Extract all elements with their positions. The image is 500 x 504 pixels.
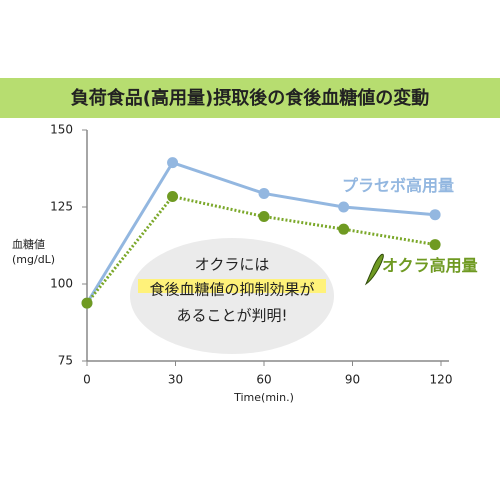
x-axis-label: Time(min.) — [233, 391, 294, 404]
x-tick-label: 90 — [345, 373, 360, 387]
annotation: オクラには — [195, 256, 270, 274]
annotation: 食後血糖値の抑制効果が — [149, 281, 314, 299]
data-point — [258, 187, 270, 199]
x-tick-label: 0 — [83, 373, 91, 387]
okra-icon — [364, 253, 384, 286]
data-point — [429, 239, 441, 251]
data-point — [338, 223, 350, 235]
title-band — [0, 78, 500, 118]
x-tick-label: 30 — [168, 373, 183, 387]
data-point — [429, 209, 441, 221]
data-point — [167, 157, 179, 169]
highlight — [138, 279, 326, 293]
y-tick-label: 150 — [50, 123, 73, 137]
y-axis-label: 血糖値 — [12, 237, 45, 251]
x-tick-label: 60 — [256, 373, 271, 387]
y-axis-label: (mg/dL) — [12, 253, 55, 266]
data-point — [338, 201, 350, 213]
y-tick-label: 75 — [58, 354, 73, 368]
callout-bubble — [130, 238, 334, 354]
series-line — [85, 194, 436, 305]
data-point — [81, 297, 93, 309]
x-tick-label: 120 — [430, 373, 453, 387]
chart-title: 負荷食品(高用量)摂取後の食後血糖値の変動 — [71, 87, 429, 109]
data-point — [258, 211, 270, 223]
series-label: プラセボ高用量 — [342, 176, 454, 195]
annotation: あることが判明! — [176, 307, 287, 325]
series-label: オクラ高用量 — [382, 256, 478, 275]
y-tick-label: 100 — [50, 277, 73, 291]
data-point — [167, 191, 179, 203]
y-tick-label: 125 — [50, 200, 73, 214]
